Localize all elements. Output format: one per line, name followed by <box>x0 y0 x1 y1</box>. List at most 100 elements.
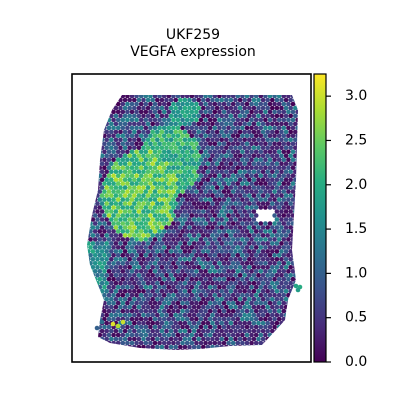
spot <box>134 325 139 330</box>
spot <box>286 173 291 178</box>
spot <box>104 169 109 174</box>
spot <box>176 333 181 338</box>
spot <box>242 177 247 182</box>
spot <box>238 161 243 166</box>
spot <box>139 301 144 306</box>
spot <box>155 154 160 159</box>
spot <box>217 285 222 290</box>
spot <box>284 265 289 270</box>
spot <box>160 257 165 262</box>
spot <box>263 102 268 107</box>
spot <box>229 297 234 302</box>
spot <box>261 177 266 182</box>
spot <box>238 273 243 278</box>
spot <box>171 309 176 314</box>
spot <box>245 317 250 322</box>
spot <box>272 118 277 123</box>
spot <box>176 134 181 139</box>
spot <box>199 150 204 155</box>
spot <box>272 269 277 274</box>
spot <box>208 317 213 322</box>
spot <box>104 297 109 302</box>
spot <box>190 173 195 178</box>
spot <box>231 269 236 274</box>
spot <box>208 285 213 290</box>
spot <box>192 297 197 302</box>
spot <box>104 177 109 182</box>
spot <box>265 297 270 302</box>
spot <box>114 169 119 174</box>
spot <box>224 193 229 198</box>
spot <box>127 249 132 254</box>
spot <box>139 150 144 155</box>
spot <box>240 301 245 306</box>
spot <box>178 257 183 262</box>
spot <box>111 309 116 314</box>
spot <box>171 150 176 155</box>
spot <box>162 325 167 330</box>
spot <box>178 313 183 318</box>
spot <box>121 181 126 186</box>
spot <box>224 297 229 302</box>
spot <box>192 122 197 127</box>
spot <box>160 345 165 350</box>
spot <box>194 309 199 314</box>
spot <box>277 293 282 298</box>
spot <box>268 118 273 123</box>
spot <box>192 281 197 286</box>
spot <box>146 281 151 286</box>
spot <box>164 201 169 206</box>
spot <box>144 261 149 266</box>
spot <box>185 197 190 202</box>
spot <box>231 118 236 123</box>
spot <box>254 102 259 107</box>
spot <box>217 261 222 266</box>
spot <box>146 154 151 159</box>
spot <box>164 233 169 238</box>
spot <box>206 305 211 310</box>
spot <box>116 157 121 162</box>
spot <box>270 201 275 206</box>
spot <box>132 281 137 286</box>
spot <box>146 337 151 342</box>
spot <box>240 253 245 258</box>
spot <box>180 118 185 123</box>
spot <box>141 193 146 198</box>
spot <box>171 189 176 194</box>
spot <box>286 181 291 186</box>
spot <box>210 297 215 302</box>
spot <box>141 98 146 103</box>
spot <box>134 150 139 155</box>
spot <box>125 213 130 218</box>
spot <box>109 169 114 174</box>
spot <box>194 341 199 346</box>
spot <box>116 324 121 329</box>
spot <box>291 150 296 155</box>
spot <box>222 134 227 139</box>
spot <box>256 225 261 230</box>
spot <box>224 154 229 159</box>
spot <box>265 201 270 206</box>
spot <box>137 265 142 270</box>
spot <box>217 134 222 139</box>
spot <box>173 201 178 206</box>
spot <box>139 309 144 314</box>
spot <box>224 313 229 318</box>
spot <box>272 293 277 298</box>
spot <box>242 217 247 222</box>
spot <box>275 217 280 222</box>
spot <box>268 261 273 266</box>
spot <box>286 126 291 131</box>
spot <box>141 329 146 334</box>
spot <box>144 285 149 290</box>
spot <box>123 337 128 342</box>
spot <box>162 221 167 226</box>
spot <box>130 173 135 178</box>
spot <box>215 273 220 278</box>
spot <box>125 237 130 242</box>
spot <box>139 102 144 107</box>
spot <box>155 265 160 270</box>
spot <box>226 173 231 178</box>
spot <box>286 285 291 290</box>
spot <box>199 269 204 274</box>
